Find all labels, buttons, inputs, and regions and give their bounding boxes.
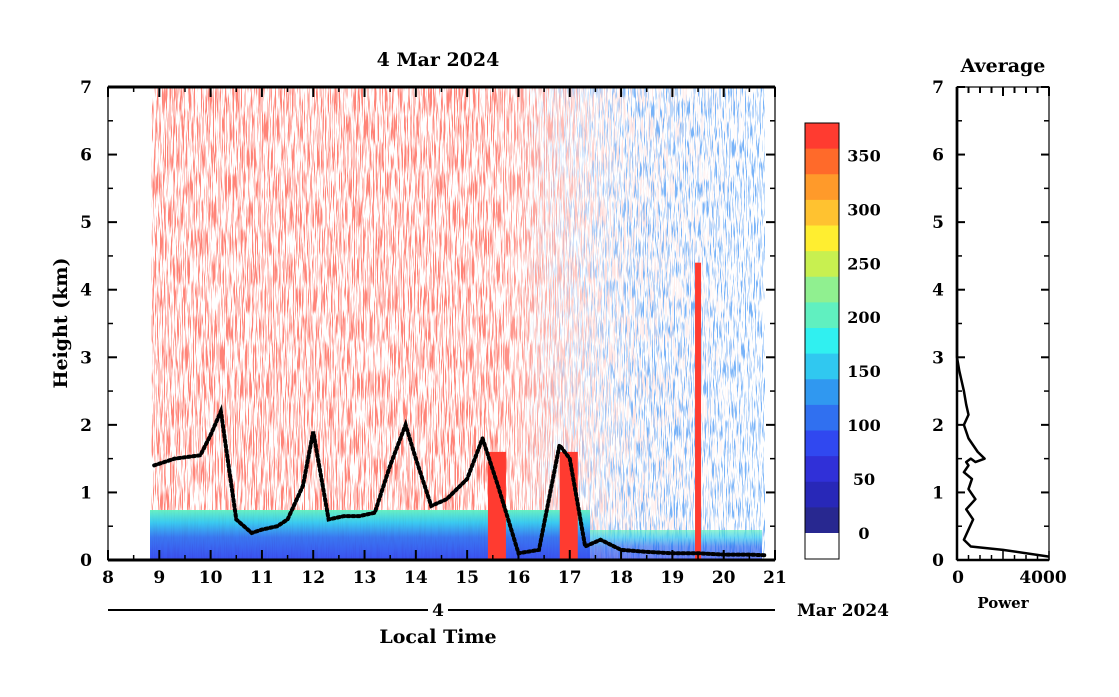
colorbar-label: 0 xyxy=(858,524,869,543)
side-x-tick-label: 4000 xyxy=(1019,568,1066,588)
cloud-base-trace xyxy=(152,404,767,558)
heatmap-image xyxy=(150,87,768,560)
colorbar-segment xyxy=(805,353,839,380)
echo-column xyxy=(559,451,578,560)
side-y-tick-label: 6 xyxy=(932,146,944,166)
colorbar-segment xyxy=(805,404,839,431)
x-tick-label: 16 xyxy=(507,568,531,588)
side-y-tick-label: 0 xyxy=(932,551,944,571)
colorbar-segment xyxy=(805,379,839,406)
colorbar-segment xyxy=(805,481,839,508)
main-y-tick-labels: 0 1 2 3 4 5 6 7 xyxy=(80,78,92,571)
colorbar-segment xyxy=(805,123,839,150)
echo-column xyxy=(487,451,506,560)
colorbar-label: 250 xyxy=(847,254,880,273)
main-plot-ticks xyxy=(107,86,776,561)
x-tick-label: 14 xyxy=(404,568,428,588)
average-power-line xyxy=(955,87,1050,558)
x-tick-label: 9 xyxy=(153,568,165,588)
main-y-axis-label: Height (km) xyxy=(50,258,72,389)
x-tick-label: 11 xyxy=(250,568,274,588)
x-tick-label: 19 xyxy=(661,568,685,588)
x-tick-label: 18 xyxy=(609,568,633,588)
side-y-tick-label: 2 xyxy=(932,416,944,436)
x-tick-label: 17 xyxy=(558,568,582,588)
x-tick-label: 20 xyxy=(712,568,736,588)
month-label: Mar 2024 xyxy=(797,601,889,621)
colorbar-segment xyxy=(805,302,839,329)
x-tick-label: 15 xyxy=(455,568,479,588)
side-x-axis-label: Power xyxy=(977,594,1029,612)
day-label: 4 xyxy=(432,601,444,621)
heatmap-low-signal xyxy=(151,87,768,560)
main-x-axis-label: Local Time xyxy=(379,626,496,648)
y-tick-label: 4 xyxy=(80,281,92,301)
colorbar-segment xyxy=(805,328,839,355)
y-tick-label: 6 xyxy=(80,146,92,166)
side-x-tick-label: 0 xyxy=(952,568,964,588)
y-tick-label: 0 xyxy=(80,551,92,571)
side-plot-title: Average xyxy=(960,55,1046,77)
y-tick-label: 3 xyxy=(80,348,92,368)
main-plot-title: 4 Mar 2024 xyxy=(377,49,500,71)
colorbar-segment xyxy=(805,276,839,303)
side-plot-ticks xyxy=(956,86,1050,561)
echo-column xyxy=(695,262,702,560)
y-tick-label: 5 xyxy=(80,213,92,233)
side-y-tick-label: 3 xyxy=(932,348,944,368)
colorbar-label: 150 xyxy=(847,362,880,381)
colorbar-segment xyxy=(805,507,839,534)
colorbar-label: 50 xyxy=(853,470,875,489)
x-tick-label: 13 xyxy=(353,568,377,588)
colorbar-labels: 350 300 250 200 150 100 50 0 xyxy=(847,146,880,543)
colorbar xyxy=(805,123,839,559)
colorbar-segment xyxy=(805,174,839,201)
side-y-tick-label: 5 xyxy=(932,213,944,233)
x-tick-label: 10 xyxy=(199,568,223,588)
colorbar-segment xyxy=(805,251,839,278)
x-tick-label: 21 xyxy=(763,568,787,588)
side-y-tick-labels: 0 1 2 3 4 5 6 7 xyxy=(932,78,944,571)
colorbar-segment xyxy=(805,225,839,252)
side-plot-frame xyxy=(956,86,1050,561)
side-y-tick-label: 7 xyxy=(932,78,944,98)
y-tick-label: 7 xyxy=(80,78,92,98)
colorbar-label: 300 xyxy=(847,200,880,219)
colorbar-nodata-segment xyxy=(805,533,839,559)
y-tick-label: 1 xyxy=(80,483,92,503)
y-tick-label: 2 xyxy=(80,416,92,436)
main-x-tick-labels: 8 9 10 11 12 13 14 15 16 17 18 19 20 21 xyxy=(102,568,787,588)
colorbar-segment xyxy=(805,199,839,226)
colorbar-segment xyxy=(805,430,839,457)
colorbar-frame xyxy=(804,122,840,560)
colorbar-label: 350 xyxy=(847,146,880,165)
colorbar-segment xyxy=(805,456,839,483)
side-y-tick-label: 1 xyxy=(932,483,944,503)
side-y-tick-label: 4 xyxy=(932,281,944,301)
colorbar-label: 100 xyxy=(847,416,880,435)
colorbar-label: 200 xyxy=(847,308,880,327)
x-tick-label: 8 xyxy=(102,568,114,588)
x-tick-label: 12 xyxy=(301,568,325,588)
side-x-tick-labels: 0 4000 xyxy=(952,568,1067,588)
colorbar-segment xyxy=(805,148,839,175)
